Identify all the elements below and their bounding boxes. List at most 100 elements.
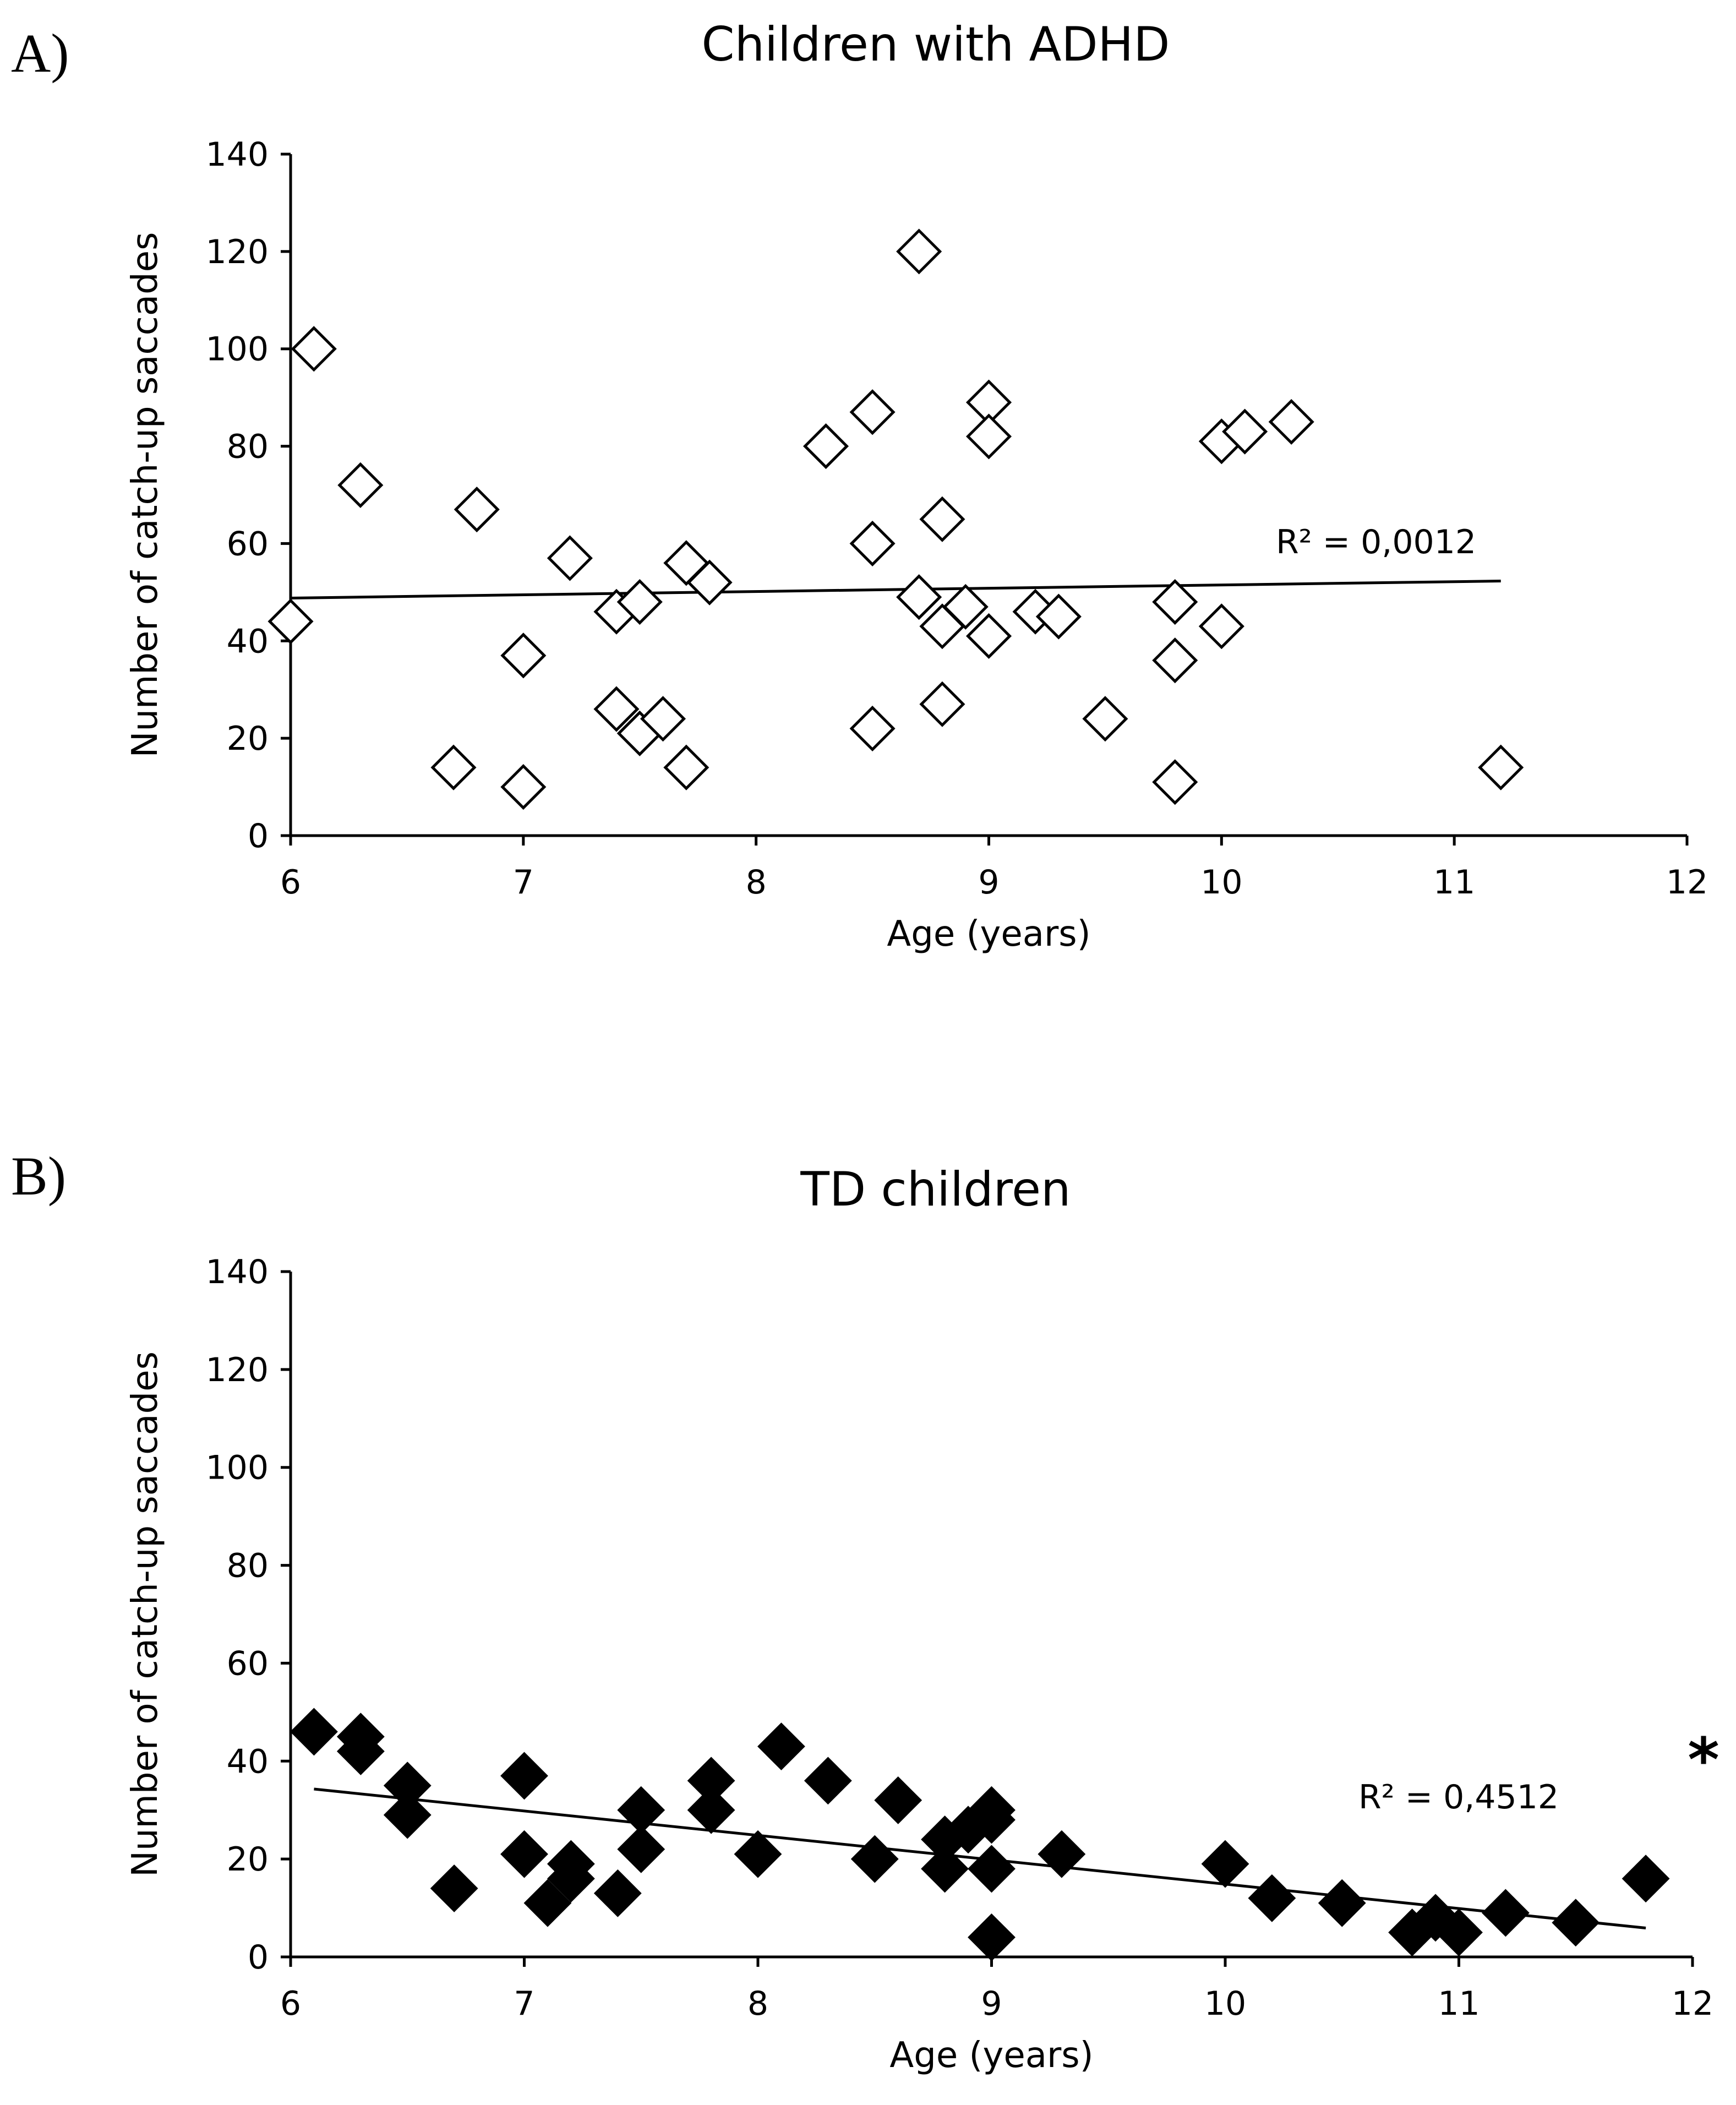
- data-point: [1552, 1899, 1600, 1947]
- data-point: [663, 540, 709, 586]
- data-point: [968, 1845, 1016, 1893]
- data-point: [593, 1869, 642, 1917]
- data-point: [1268, 399, 1314, 445]
- x-tick-label: 7: [513, 863, 534, 902]
- data-point: [849, 520, 896, 566]
- data-point: [687, 1786, 735, 1834]
- data-point: [968, 1796, 1016, 1844]
- data-point: [1035, 593, 1082, 640]
- x-tick-label: 11: [1438, 1984, 1480, 2023]
- data-point: [968, 1913, 1016, 1961]
- data-point: [1222, 408, 1268, 455]
- data-point: [1622, 1855, 1670, 1903]
- x-axis-label: Age (years): [887, 914, 1090, 955]
- data-point: [454, 486, 500, 533]
- x-tick-label: 11: [1433, 863, 1475, 902]
- data-point: [921, 1845, 969, 1893]
- r-squared-label: R² = 0,0012: [1276, 523, 1476, 561]
- y-tick-label: 80: [227, 428, 269, 466]
- data-point: [965, 413, 1012, 460]
- data-point: [850, 1835, 899, 1883]
- y-axis-label: Number of catch-up saccades: [125, 232, 166, 758]
- y-tick-label: 40: [227, 1742, 269, 1781]
- data-point: [1248, 1874, 1296, 1922]
- data-point: [965, 613, 1012, 659]
- y-tick-label: 60: [227, 525, 269, 563]
- y-tick-label: 20: [227, 1840, 269, 1879]
- x-tick-label: 10: [1200, 863, 1242, 902]
- data-point: [430, 1864, 478, 1912]
- panel-b: B) TD children 0 20 40 60 80 100 120 140 6 7 8 9 10 11 1…: [11, 1146, 1719, 2076]
- data-point: [500, 764, 547, 810]
- data-point: [290, 1708, 338, 1756]
- data-point: [1152, 637, 1198, 684]
- data-point: [849, 705, 896, 751]
- data-point: [1038, 1830, 1086, 1878]
- x-tick-label: 12: [1672, 1984, 1713, 2023]
- data-point: [942, 583, 989, 630]
- panel-label: A): [11, 23, 69, 84]
- data-point: [500, 1830, 548, 1878]
- data-point: [1152, 579, 1198, 625]
- y-tick-label: 80: [227, 1547, 269, 1585]
- x-tick-label: 9: [981, 1984, 1002, 2023]
- data-point: [1082, 696, 1128, 742]
- data-point: [804, 1757, 852, 1805]
- y-tick-label: 20: [227, 719, 269, 758]
- y-tick-label: 100: [205, 330, 269, 369]
- data-point: [1435, 1908, 1483, 1956]
- x-tick-label: 6: [280, 863, 301, 902]
- panel-label: B): [11, 1146, 66, 1207]
- x-tick-label: 6: [280, 1984, 301, 2023]
- data-point: [500, 1752, 548, 1800]
- data-point: [1201, 1840, 1249, 1888]
- y-tick-label: 0: [248, 817, 269, 855]
- panel-a: A) Children with ADHD 0 20 40 60 80 100 120 140 6 7…: [11, 17, 1708, 955]
- chart-title: Children with ADHD: [702, 17, 1170, 72]
- y-tick-label: 120: [205, 233, 269, 271]
- data-point: [430, 744, 477, 790]
- x-tick-label: 10: [1204, 1984, 1246, 2023]
- data-point: [686, 559, 733, 606]
- data-point: [734, 1830, 782, 1878]
- data-point: [500, 632, 547, 679]
- y-tick-label: 40: [227, 622, 269, 661]
- y-tick-label: 140: [205, 135, 269, 174]
- data-point: [663, 744, 709, 790]
- chart-title: TD children: [800, 1162, 1071, 1217]
- y-tick-label: 60: [227, 1644, 269, 1683]
- data-point: [337, 462, 384, 508]
- data-point: [874, 1776, 922, 1824]
- data-point: [523, 1879, 572, 1927]
- x-tick-label: 8: [747, 1984, 768, 2023]
- data-point: [1198, 603, 1244, 650]
- data-point: [336, 1727, 385, 1775]
- data-point: [547, 1855, 595, 1903]
- data-point: [547, 535, 593, 581]
- data-point: [640, 696, 686, 742]
- data-point: [268, 598, 314, 645]
- data-point: [896, 228, 942, 275]
- data-point: [616, 579, 663, 625]
- y-tick-label: 0: [248, 1938, 269, 1977]
- data-point: [919, 681, 965, 727]
- x-tick-label: 12: [1666, 863, 1708, 902]
- x-tick-label: 7: [514, 1984, 534, 2023]
- trendline: [290, 580, 1501, 599]
- data-point: [617, 1825, 665, 1873]
- y-tick-label: 100: [205, 1449, 269, 1487]
- data-point: [291, 326, 337, 372]
- y-tick-label: 120: [205, 1351, 269, 1389]
- data-point: [919, 496, 965, 542]
- r-squared-label: R² = 0,4512: [1358, 1778, 1559, 1817]
- data-point: [593, 686, 640, 732]
- data-point: [849, 389, 896, 435]
- x-axis-label: Age (years): [889, 2035, 1093, 2076]
- data-point: [896, 574, 942, 620]
- data-point: [1478, 744, 1524, 790]
- data-point: [803, 423, 849, 470]
- data-point: [1152, 759, 1198, 805]
- y-tick-label: 140: [205, 1253, 269, 1291]
- data-point: [757, 1722, 805, 1771]
